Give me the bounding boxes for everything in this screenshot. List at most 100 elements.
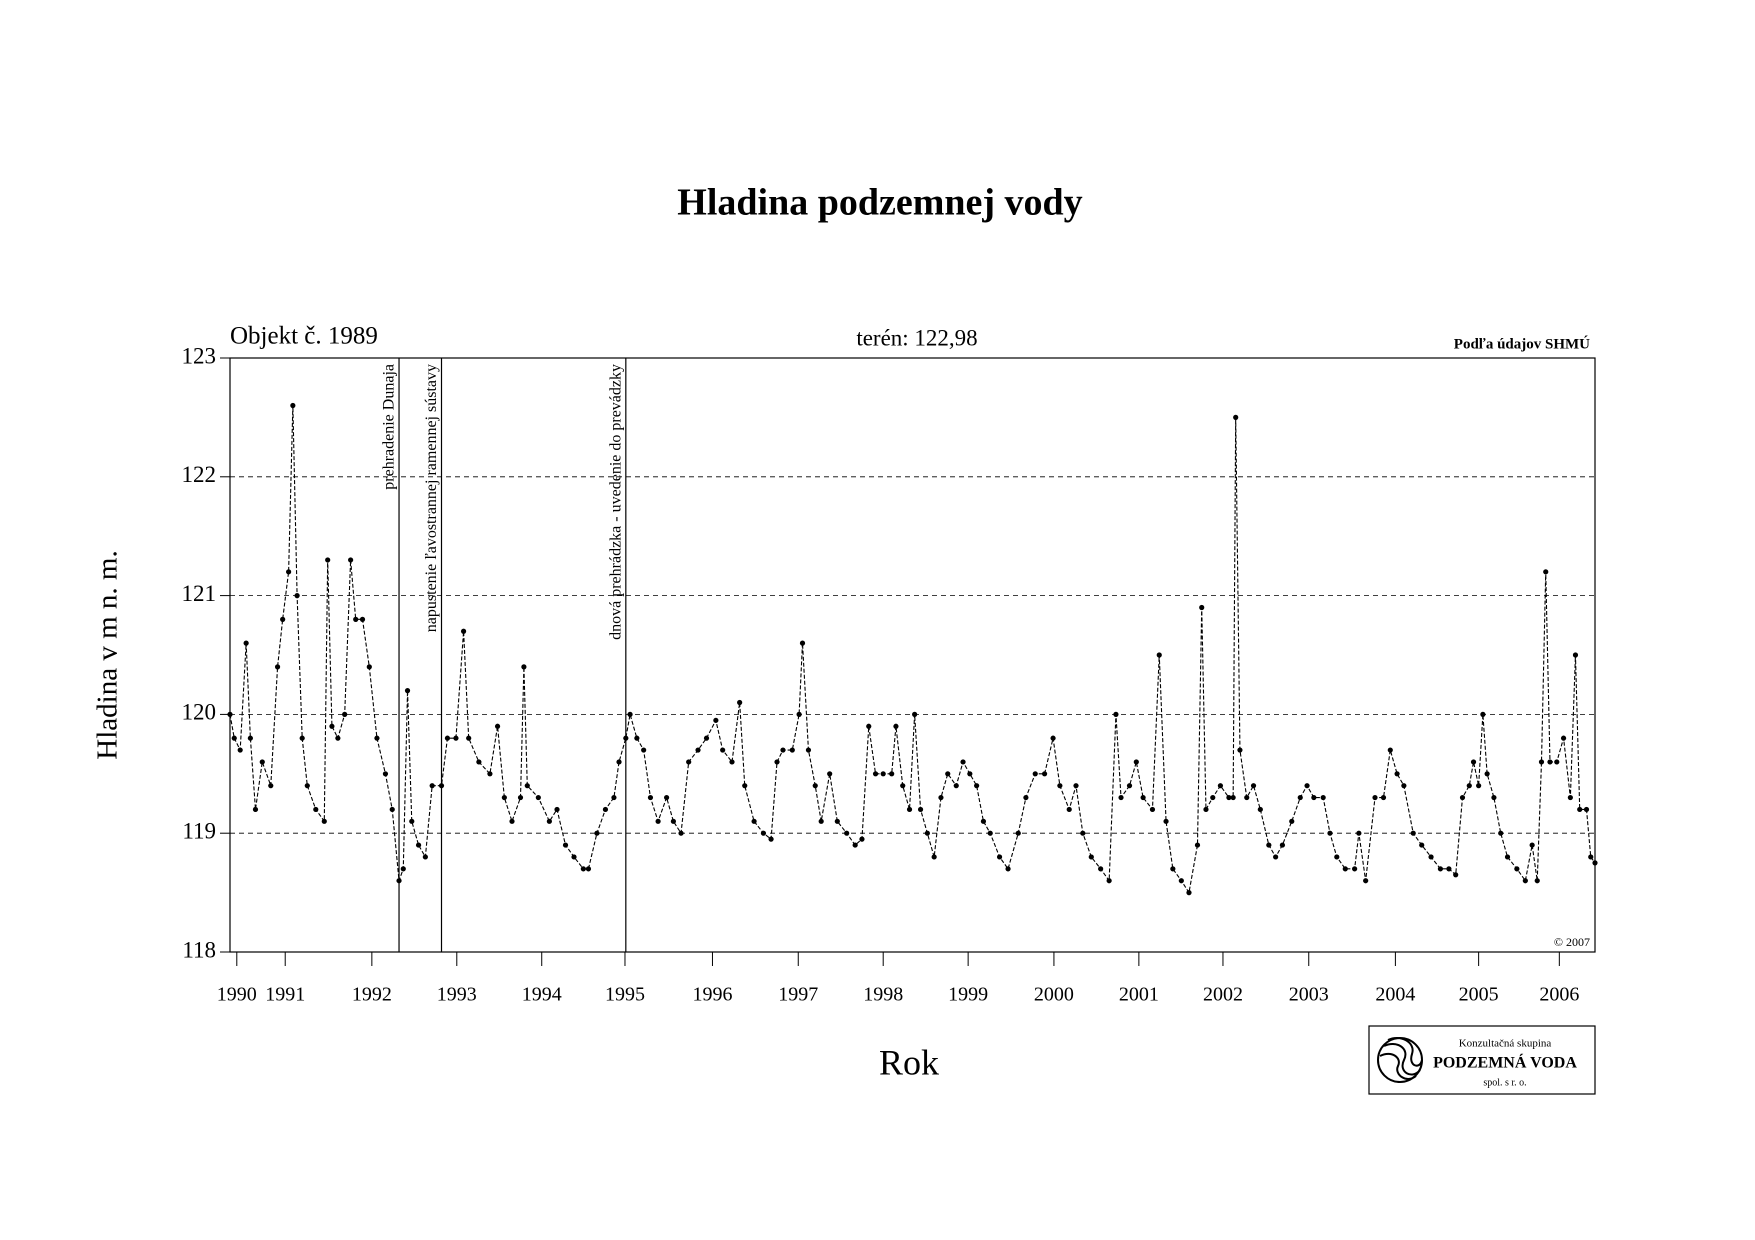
data-point (359, 616, 366, 622)
y-axis-label: Hladina v m n. m. (92, 550, 124, 759)
data-point (641, 747, 647, 753)
data-point (1126, 783, 1133, 789)
data-point (953, 783, 959, 789)
data-point (400, 866, 406, 872)
data-point (799, 640, 806, 646)
chart-title: Hladina podzemnej vody (677, 182, 1082, 224)
data-point (1133, 759, 1139, 765)
data-point (487, 771, 493, 777)
data-point (1522, 878, 1528, 884)
data-point (1140, 794, 1146, 801)
x-tick-label: 1997 (778, 984, 818, 1006)
data-point (1311, 794, 1317, 801)
data-point (325, 557, 331, 563)
data-point (294, 593, 300, 599)
data-point (247, 735, 253, 741)
event-label: prehradenie Dunaja (381, 364, 398, 490)
data-point (1401, 783, 1407, 789)
data-point (742, 783, 748, 789)
logo: Konzultačná skupina PODZEMNÁ VODA spol. … (1368, 1025, 1596, 1095)
data-point (252, 806, 259, 813)
data-point (912, 711, 918, 718)
data-point (1098, 866, 1104, 872)
data-point (509, 818, 515, 824)
data-point (1217, 783, 1224, 789)
data-point (594, 830, 600, 836)
data-point (780, 747, 786, 753)
x-tick-label: 1996 (692, 984, 732, 1006)
data-point (1387, 747, 1393, 753)
data-point (1356, 830, 1362, 836)
y-tick-label: 118 (182, 937, 216, 962)
data-point (647, 794, 654, 801)
data-point (1156, 652, 1162, 658)
object-label: Objekt č. 1989 (230, 323, 378, 350)
plot-frame (229, 357, 1596, 953)
data-point (987, 830, 993, 836)
data-point (852, 842, 858, 848)
data-point (299, 735, 305, 741)
y-tick-label: 123 (182, 343, 217, 368)
data-point (760, 830, 767, 836)
data-point (243, 640, 249, 646)
data-point (1410, 830, 1416, 836)
x-tick-label: 1998 (863, 984, 903, 1006)
data-point (1491, 794, 1497, 801)
data-point (917, 806, 924, 813)
data-point (1567, 794, 1573, 801)
data-point (967, 771, 973, 777)
data-point (1476, 783, 1482, 789)
data-point (1118, 794, 1124, 801)
data-point (1334, 854, 1340, 860)
data-point (1066, 806, 1072, 813)
data-point (1437, 866, 1444, 872)
y-tick-label: 119 (182, 818, 216, 843)
data-point (1237, 747, 1243, 753)
data-point (1560, 735, 1567, 741)
logo-line2: PODZEMNÁ VODA (1433, 1053, 1577, 1072)
data-point (616, 759, 622, 765)
data-point (382, 771, 389, 777)
terrain-label: terén: 122,98 (856, 325, 977, 350)
data-point (686, 759, 692, 765)
data-point (1266, 842, 1272, 848)
data-point (1588, 854, 1594, 860)
data-point (1543, 569, 1549, 575)
data-point (1032, 771, 1038, 777)
data-point (1583, 806, 1590, 813)
data-point (1297, 794, 1303, 801)
data-point (353, 616, 359, 622)
data-point (259, 759, 265, 765)
data-point (1554, 759, 1560, 765)
data-point (422, 854, 428, 860)
data-point (945, 771, 951, 777)
data-point (678, 830, 684, 836)
data-point (805, 747, 812, 753)
data-point (404, 688, 411, 694)
data-point (1088, 854, 1094, 860)
data-point (227, 711, 233, 718)
data-point (374, 735, 380, 741)
data-point (1380, 794, 1387, 801)
x-tick-label: 1999 (948, 984, 988, 1006)
data-point (1498, 830, 1504, 836)
data-point (335, 735, 341, 741)
data-point (1547, 759, 1553, 765)
data-point (663, 794, 670, 801)
data-point (501, 794, 507, 801)
data-point (859, 836, 865, 842)
data-point (900, 783, 906, 789)
data-point (1394, 771, 1400, 777)
data-point (751, 818, 757, 824)
x-tick-label: 2002 (1203, 984, 1243, 1006)
data-point (1057, 783, 1063, 789)
data-point (313, 806, 319, 813)
data-point (1363, 878, 1369, 884)
data-point (906, 806, 913, 813)
data-point (703, 735, 710, 741)
data-point (1327, 830, 1333, 836)
data-point (774, 759, 780, 765)
data-point (974, 783, 980, 789)
data-point (938, 794, 944, 801)
